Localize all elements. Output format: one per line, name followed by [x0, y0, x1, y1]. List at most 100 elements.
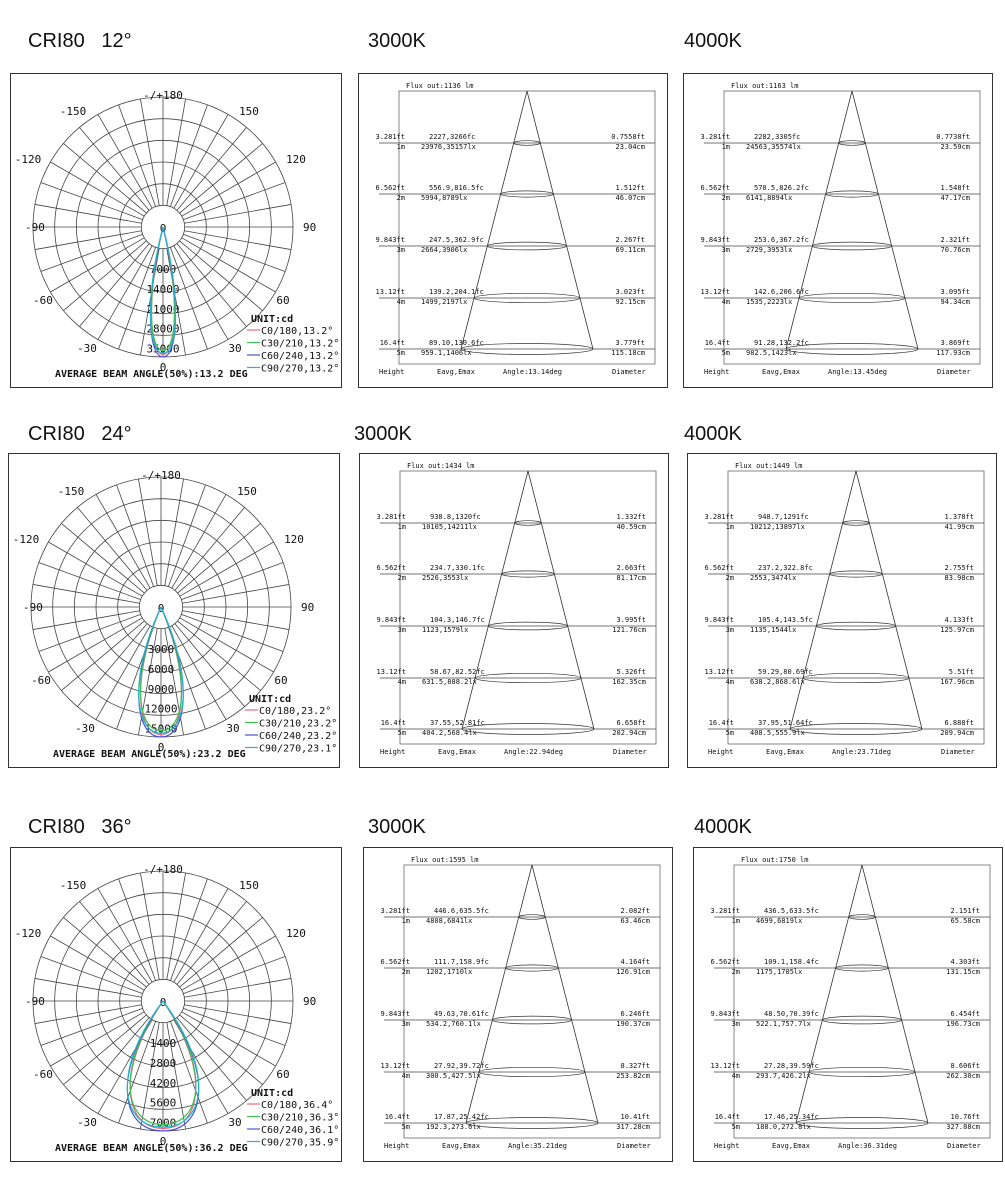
- height-m: 3m: [732, 1020, 740, 1028]
- height-m: 3m: [397, 246, 405, 254]
- polar-spoke: [32, 584, 140, 604]
- polar-spoke: [77, 507, 148, 591]
- illuminance-lx: 293.7,426.2lx: [756, 1072, 811, 1080]
- cone-ellipse: [460, 343, 594, 355]
- cone-ellipse: [795, 1117, 929, 1129]
- height-m: 2m: [732, 968, 740, 976]
- height-ft: 6.562ft: [704, 564, 734, 572]
- polar-angle-label: -150: [58, 485, 85, 498]
- illuminance-lx: 982.5,1423lx: [746, 349, 797, 357]
- polar-lobe-1: [150, 226, 176, 352]
- height-ft: 13.12ft: [376, 668, 406, 676]
- diameter-cm: 41.99cm: [944, 523, 974, 531]
- cone-ellipse: [465, 1117, 599, 1129]
- cone-edge-left: [465, 864, 533, 1124]
- polar-spoke: [184, 1004, 292, 1024]
- polar-label-180: -/+180: [143, 863, 183, 876]
- row-1-polar-diagram: -/+180 -150 150 -120 120 -90 90 -60 60 -30 30 0 7000…: [10, 73, 342, 388]
- height-ft: 6.562ft: [376, 564, 406, 572]
- row-2-cone-2-title: 4000K: [684, 423, 742, 445]
- height-ft: 3.281ft: [376, 513, 406, 521]
- polar-spoke: [181, 562, 284, 600]
- footer-height: Height: [704, 368, 729, 376]
- polar-angle-label: 120: [286, 927, 306, 940]
- illuminance-fc: 91.28,132.2fc: [754, 339, 809, 347]
- illuminance-lx: 1202,1710lx: [426, 968, 472, 976]
- cone-ellipse: [501, 570, 555, 578]
- polar-spoke: [40, 1008, 143, 1046]
- illuminance-lx: 1499,2197lx: [421, 298, 467, 306]
- polar-angle-label: -30: [77, 1116, 97, 1129]
- polar-spoke: [170, 104, 208, 207]
- polar-ring-label: 28000: [146, 323, 179, 336]
- polar-spoke: [97, 888, 153, 983]
- height-m: 3m: [722, 246, 730, 254]
- polar-ring-label: 7000: [150, 263, 177, 276]
- polar-spoke: [181, 237, 276, 293]
- polar-spoke: [140, 1022, 160, 1130]
- illuminance-lx: 4808,6841lx: [426, 917, 472, 925]
- polar-ring-label: 9000: [148, 683, 175, 696]
- polar-spoke: [32, 610, 140, 630]
- diameter-ft: 10.76ft: [950, 1113, 980, 1121]
- height-m: 1m: [722, 143, 730, 151]
- illuminance-lx: 24563,35574lx: [746, 143, 801, 151]
- diameter-cm: 115.18cm: [611, 349, 645, 357]
- illuminance-lx: 192.3,273.6lx: [426, 1123, 481, 1131]
- illuminance-fc: 105.4,143.5fc: [758, 616, 813, 624]
- cone-edge-right: [851, 90, 919, 350]
- illuminance-fc: 253.6,367.2fc: [754, 236, 809, 244]
- polar-spoke: [140, 248, 160, 356]
- polar-ring-label: 21000: [146, 303, 179, 316]
- cone-ellipse: [848, 914, 876, 920]
- illuminance-fc: 17.46,25.34fc: [764, 1113, 819, 1121]
- legend-item: C0/180,23.2°: [259, 706, 331, 717]
- illuminance-fc: 49.63,70.61fc: [434, 1010, 489, 1018]
- illuminance-lx: 4699,6819lx: [756, 917, 802, 925]
- height-ft: 9.843ft: [376, 616, 406, 624]
- height-m: 2m: [397, 194, 405, 202]
- diameter-ft: 1.548ft: [940, 184, 970, 192]
- diameter-cm: 81.17cm: [616, 574, 646, 582]
- height-ft: 3.281ft: [700, 133, 730, 141]
- polar-angle-label: -60: [31, 674, 51, 687]
- height-m: 3m: [726, 626, 734, 634]
- polar-angle-label: -60: [33, 294, 53, 307]
- polar-spoke: [182, 610, 290, 630]
- cone-ellipse: [500, 190, 554, 198]
- flux-label: Flux out:1434 lm: [407, 462, 474, 470]
- polar-angle-label: 60: [274, 674, 287, 687]
- polar-footer: AVERAGE BEAM ANGLE(50%):23.2 DEG: [53, 749, 246, 760]
- height-ft: 13.12ft: [704, 668, 734, 676]
- illuminance-lx: 6141,8894lx: [746, 194, 792, 202]
- polar-spoke: [183, 1008, 286, 1046]
- diameter-cm: 125.97cm: [940, 626, 974, 634]
- polar-svg: -/+180 -150 150 -120 120 -90 90 -60 60 -30 30 0 3000…: [13, 469, 338, 760]
- polar-angle-label: -90: [25, 995, 45, 1008]
- polar-angle-label: -90: [23, 601, 43, 614]
- polar-spoke: [181, 161, 276, 217]
- diameter-cm: 196.73cm: [946, 1020, 980, 1028]
- polar-spoke: [170, 878, 208, 981]
- polar-angle-label: 90: [303, 995, 316, 1008]
- height-m: 5m: [402, 1123, 410, 1131]
- row-2-cone-1-title: 3000K: [354, 423, 412, 445]
- illuminance-lx: 408.5,555.9lx: [750, 729, 805, 737]
- diameter-ft: 2.755ft: [944, 564, 974, 572]
- diameter-cm: 65.58cm: [950, 917, 980, 925]
- legend-item: C60/240,13.2°: [261, 351, 339, 362]
- legend-item: C60/240,36.1°: [261, 1125, 339, 1136]
- footer-illuminance: Eavg,Emax: [438, 748, 476, 756]
- polar-spoke: [79, 1017, 150, 1101]
- illuminance-lx: 522.1,757.7lx: [756, 1020, 811, 1028]
- polar-angle-label: -90: [25, 221, 45, 234]
- illuminance-fc: 436.5,633.5fc: [764, 907, 819, 915]
- polar-angle-label: -30: [77, 342, 97, 355]
- polar-spoke: [48, 541, 143, 597]
- diameter-ft: 2.267ft: [615, 236, 645, 244]
- cone-ellipse: [808, 1066, 916, 1078]
- diameter-ft: 2.151ft: [950, 907, 980, 915]
- height-m: 1m: [726, 523, 734, 531]
- illuminance-fc: 111.7,158.9fc: [434, 958, 489, 966]
- cone-ellipse: [821, 1015, 903, 1025]
